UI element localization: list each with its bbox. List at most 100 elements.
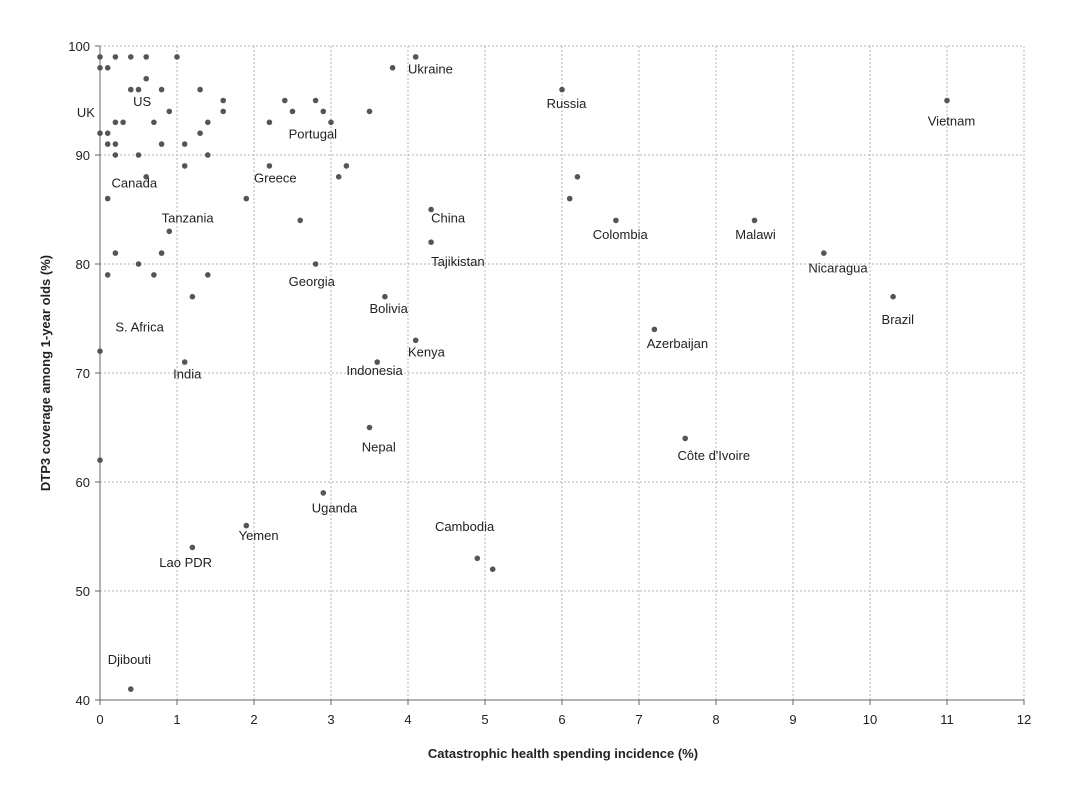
point-label: Nicaragua <box>808 261 868 276</box>
data-point <box>428 239 434 245</box>
data-point <box>135 86 142 93</box>
data-point <box>297 217 304 224</box>
data-point <box>366 108 373 115</box>
data-point <box>205 272 211 278</box>
data-point <box>166 228 173 235</box>
data-point <box>243 522 250 529</box>
data-point <box>374 359 381 365</box>
data-point <box>97 348 103 355</box>
data-point <box>682 435 688 442</box>
data-point <box>328 119 334 126</box>
data-point <box>112 152 119 158</box>
data-point <box>181 359 188 365</box>
data-point <box>197 86 203 93</box>
x-tick-label: 8 <box>712 712 719 727</box>
data-point <box>205 152 211 158</box>
data-point <box>412 54 419 60</box>
data-point <box>97 65 103 71</box>
data-point <box>220 97 226 104</box>
point-label: Georgia <box>289 274 336 289</box>
data-point <box>128 86 134 93</box>
point-label: Bolivia <box>370 301 409 316</box>
data-point <box>104 130 111 136</box>
data-point <box>135 261 142 267</box>
point-label: Greece <box>254 170 297 185</box>
point-label: Colombia <box>593 227 649 242</box>
point-label: Ukraine <box>408 61 453 76</box>
data-point <box>289 108 296 115</box>
point-label: Cambodia <box>435 519 495 534</box>
gridlines <box>100 45 1025 700</box>
data-point <box>112 54 119 60</box>
data-point <box>158 141 165 147</box>
point-label: Djibouti <box>108 652 151 667</box>
data-point <box>143 174 149 180</box>
point-label: Portugal <box>289 127 338 142</box>
data-point <box>412 337 419 344</box>
point-label: Kenya <box>408 345 446 360</box>
y-tick-label: 60 <box>76 475 90 490</box>
data-point <box>97 54 103 60</box>
point-label: India <box>173 366 202 381</box>
point-label: Russia <box>547 96 588 111</box>
data-point <box>104 141 111 147</box>
data-point <box>266 163 273 169</box>
x-tick-label: 11 <box>940 712 954 727</box>
data-point <box>243 195 250 202</box>
data-point <box>220 108 226 115</box>
point-label: Tanzania <box>162 211 215 226</box>
data-point <box>312 97 319 104</box>
x-tick-label: 0 <box>96 712 103 727</box>
x-tick-label: 10 <box>863 712 877 727</box>
data-point <box>158 86 165 93</box>
data-point <box>197 130 203 136</box>
data-point <box>135 152 142 158</box>
data-point <box>104 195 111 202</box>
point-label: Uganda <box>312 501 358 516</box>
data-point <box>166 108 173 115</box>
point-label: Azerbaijan <box>647 336 708 351</box>
data-point <box>266 119 273 126</box>
point-label: US <box>133 94 151 109</box>
data-point <box>181 141 188 147</box>
data-point <box>282 97 288 104</box>
point-label: Lao PDR <box>159 555 212 570</box>
x-tick-label: 1 <box>173 712 180 727</box>
x-tick-label: 7 <box>635 712 642 727</box>
data-point <box>181 163 188 169</box>
point-label: Tajikistan <box>431 254 484 269</box>
data-point <box>104 272 111 278</box>
data-point <box>566 195 573 202</box>
point-label: Yemen <box>239 528 279 543</box>
x-axis-title: Catastrophic health spending incidence (… <box>428 746 698 761</box>
data-point <box>97 130 103 136</box>
data-point <box>382 293 388 300</box>
point-label: Canada <box>112 176 158 191</box>
x-tick-label: 2 <box>250 712 257 727</box>
data-point <box>389 65 396 71</box>
data-point <box>428 206 434 213</box>
point-label: China <box>431 211 466 226</box>
data-points <box>97 54 950 692</box>
data-point <box>97 457 103 464</box>
y-tick-label: 70 <box>76 366 90 381</box>
x-tick-label: 12 <box>1017 712 1031 727</box>
x-tick-label: 4 <box>404 712 411 727</box>
data-point <box>151 272 157 278</box>
data-point <box>312 261 319 267</box>
data-point <box>559 86 565 93</box>
data-point <box>158 250 165 256</box>
data-point <box>112 250 119 256</box>
x-tick-label: 5 <box>481 712 488 727</box>
data-point <box>112 119 119 126</box>
data-point <box>143 75 149 82</box>
data-point <box>320 108 327 115</box>
data-point <box>112 141 119 147</box>
point-label: UK <box>77 105 95 120</box>
data-point <box>143 54 149 60</box>
data-point <box>574 174 581 180</box>
data-point <box>751 217 758 224</box>
